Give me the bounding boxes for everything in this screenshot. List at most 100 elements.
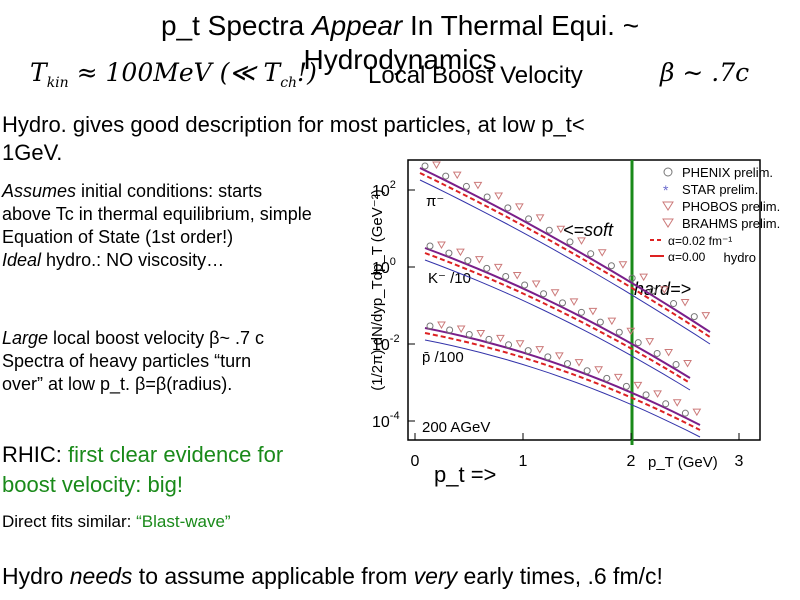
text: initial conditions: starts [76, 181, 263, 201]
line: above Tc in thermal equilibrium, simple [2, 204, 312, 224]
legend-symbol: * [663, 182, 669, 198]
data-point [680, 299, 690, 307]
y-tick-label: 102 [372, 179, 396, 200]
data-point [622, 382, 630, 390]
tick-exponent: -2 [390, 333, 400, 345]
legend-label: PHENIX prelim. [682, 165, 773, 180]
tick-base: 10 [372, 414, 390, 431]
formula-part: kin [46, 75, 69, 91]
data-point [559, 299, 566, 307]
data-point [504, 204, 512, 212]
data-point [456, 248, 465, 257]
data-point [607, 317, 617, 326]
data-point [462, 182, 470, 190]
tick-base: 10 [372, 183, 390, 200]
data-point [531, 280, 541, 288]
formula-part: T [263, 58, 281, 87]
legend-label: BRAHMS prelim. [682, 216, 780, 231]
data-point [633, 381, 643, 390]
text: local boost velocity β~ .7 c [48, 328, 265, 348]
assumptions: Assumes initial conditions: starts above… [2, 180, 312, 272]
model-curve [424, 259, 691, 391]
data-point [432, 161, 441, 169]
x-tick-label: 0 [411, 453, 420, 470]
particle-label: K⁻ /10 [428, 270, 471, 287]
text: Direct fits similar: [2, 512, 137, 531]
data-point [645, 338, 655, 346]
particle-label: π⁻ [426, 193, 444, 210]
legend-label: hydro [723, 250, 756, 265]
data-point [494, 192, 504, 200]
data-point [564, 360, 571, 368]
highlight: boost velocity: big! [2, 472, 183, 497]
line: Assumes initial conditions: starts [2, 180, 312, 203]
legend-label: α=0.00 [668, 250, 706, 264]
title-line2: Hydrodynamics [303, 44, 497, 75]
data-point [615, 328, 623, 336]
line: Equation of State (1st order!) [2, 227, 234, 247]
tick-exponent: 2 [390, 179, 396, 191]
soft-annotation: <=soft [563, 220, 614, 240]
data-point [426, 322, 434, 330]
title: p_t Spectra Appear In Thermal Equi. ~ [0, 10, 800, 42]
data-point [485, 335, 493, 343]
data-point [649, 287, 657, 295]
data-point [545, 226, 553, 234]
y-tick-label: 10-4 [372, 410, 400, 431]
title-text: p_t Spectra [160, 10, 312, 41]
highlight: first clear evidence for [61, 442, 284, 467]
data-point [437, 241, 446, 249]
data-point [626, 327, 636, 336]
data-point [464, 257, 472, 265]
formula-part: ch [280, 75, 298, 91]
emphasis: needs [69, 563, 133, 589]
data-point [664, 348, 674, 357]
line: over” at low p_t. β=β(radius). [2, 374, 233, 394]
data-point [515, 340, 525, 348]
data-point [445, 249, 453, 257]
text: hydro.: NO viscosity… [41, 250, 225, 270]
data-point [473, 181, 483, 190]
data-point [577, 237, 586, 245]
data-point [574, 359, 584, 367]
tick-base: 10 [372, 260, 390, 277]
data-point [502, 273, 510, 281]
model-curve [424, 327, 701, 426]
data-point [670, 300, 678, 308]
data-point [690, 313, 698, 321]
data-point [672, 361, 680, 369]
data-point [659, 286, 669, 294]
x-tick-label: 2 [627, 453, 636, 470]
data-point [421, 162, 429, 170]
data-point [493, 263, 503, 272]
data-point [701, 312, 711, 320]
intro: 1GeV. [2, 140, 63, 165]
data-point [524, 347, 532, 355]
y-tick-label: 10-2 [372, 333, 400, 354]
data-point [476, 330, 486, 338]
model-curve [424, 252, 691, 384]
line: Spectra of heavy particles “turn [2, 351, 252, 371]
model-curve [424, 332, 701, 431]
text: early times, .6 fm/c! [457, 563, 663, 589]
data-point [540, 290, 548, 298]
data-point [683, 360, 692, 368]
formula-part: T [30, 58, 47, 87]
particle-label: p̄ /100 [422, 349, 464, 366]
intro: Hydro. gives good description for most p… [2, 112, 585, 137]
data-point [554, 352, 564, 360]
data-point [521, 281, 529, 289]
data-point [597, 249, 607, 257]
data-point [544, 353, 552, 361]
data-point [607, 262, 615, 270]
data-point [452, 171, 462, 180]
data-point [456, 325, 466, 334]
data-point [483, 193, 491, 201]
tick-exponent: 0 [390, 256, 396, 268]
data-point [512, 272, 522, 280]
data-point [618, 261, 628, 269]
emphasis: Large [2, 328, 49, 348]
data-point [603, 374, 611, 382]
figure: (1/2π) dN/dyp_Tdp_T (GeV⁻²) p_T (GeV) π⁻… [369, 159, 780, 487]
